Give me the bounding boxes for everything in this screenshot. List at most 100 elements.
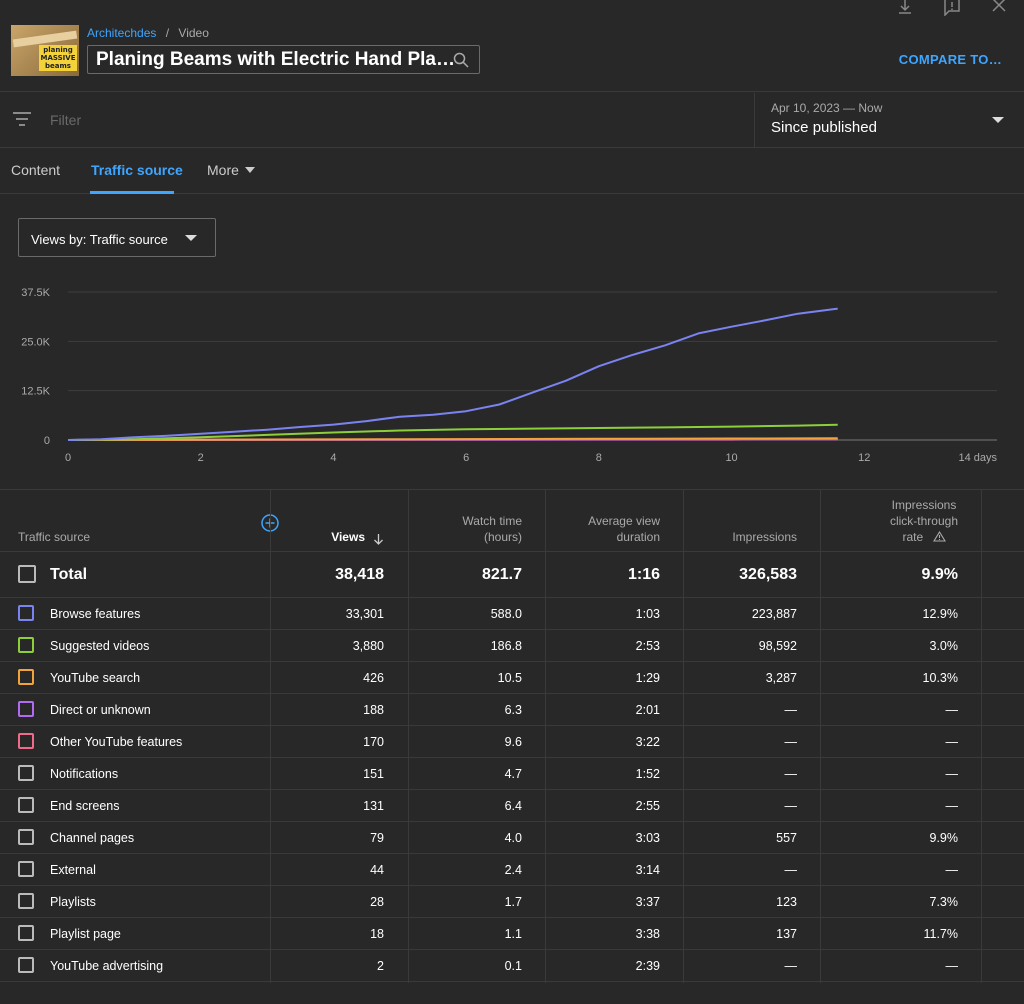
row-impressions: 3,287 bbox=[765, 670, 797, 685]
row-checkbox[interactable] bbox=[18, 669, 34, 685]
row-views: 28 bbox=[370, 894, 384, 909]
row-watch-time: 10.5 bbox=[497, 670, 522, 685]
row-ctr: — bbox=[945, 862, 959, 877]
x-tick-label: 14 days bbox=[958, 452, 997, 464]
series-line-suggested-videos bbox=[67, 423, 838, 441]
row-views: 3,880 bbox=[352, 638, 384, 653]
row-checkbox[interactable] bbox=[18, 765, 34, 781]
header-ctr-label: Impressions click-through rate bbox=[889, 498, 958, 544]
row-views: 79 bbox=[370, 830, 384, 845]
row-checkbox[interactable] bbox=[18, 637, 34, 653]
row-impressions: 223,887 bbox=[751, 606, 797, 621]
series-line-browse-features bbox=[67, 307, 838, 441]
views-by-dropdown[interactable]: Views by: Traffic source bbox=[18, 218, 216, 257]
chevron-down-icon bbox=[185, 235, 197, 241]
header-views-label: Views bbox=[331, 530, 365, 544]
table-header: Traffic source Views Watch time (hours) A… bbox=[0, 490, 1024, 552]
row-avg-view-duration: 3:37 bbox=[635, 894, 660, 909]
column-divider bbox=[820, 490, 821, 983]
row-avg-view-duration: 1:52 bbox=[635, 766, 660, 781]
row-traffic-source: Playlist page bbox=[50, 926, 121, 941]
header-watch-time[interactable]: Watch time (hours) bbox=[420, 490, 522, 552]
header-traffic-source-label: Traffic source bbox=[18, 530, 91, 544]
close-icon[interactable] bbox=[990, 0, 1008, 16]
tab-traffic-source[interactable]: Traffic source bbox=[91, 162, 183, 178]
table-row: Direct or unknown 188 6.3 2:01 — — bbox=[0, 694, 1024, 726]
video-thumbnail[interactable]: planing MASSIVE beams bbox=[11, 25, 79, 76]
filter-icon[interactable] bbox=[12, 111, 32, 127]
header-views[interactable]: Views bbox=[300, 490, 384, 552]
row-avg-view-duration: 2:01 bbox=[635, 702, 660, 717]
download-icon[interactable] bbox=[896, 0, 914, 16]
video-picker[interactable]: Planing Beams with Electric Hand Pla… bbox=[87, 45, 480, 74]
row-checkbox[interactable] bbox=[18, 861, 34, 877]
row-checkbox[interactable] bbox=[18, 733, 34, 749]
header-avd-label: Average view duration bbox=[588, 514, 660, 544]
row-checkbox[interactable] bbox=[18, 605, 34, 621]
table-row: Playlist page 18 1.1 3:38 137 11.7% bbox=[0, 918, 1024, 950]
table-row: End screens 131 6.4 2:55 — — bbox=[0, 790, 1024, 822]
row-traffic-source: Playlists bbox=[50, 894, 96, 909]
row-watch-time: 2.4 bbox=[504, 862, 522, 877]
row-impressions: — bbox=[784, 798, 798, 813]
row-checkbox[interactable] bbox=[18, 829, 34, 845]
total-views: 38,418 bbox=[335, 565, 384, 583]
row-watch-time: 186.8 bbox=[490, 638, 522, 653]
row-checkbox[interactable] bbox=[18, 797, 34, 813]
row-impressions: — bbox=[784, 862, 798, 877]
breadcrumb-separator: / bbox=[165, 26, 170, 40]
row-traffic-source: Direct or unknown bbox=[50, 702, 151, 717]
row-impressions: — bbox=[784, 702, 798, 717]
row-ctr: 9.9% bbox=[929, 830, 959, 845]
y-tick-label: 37.5K bbox=[21, 287, 50, 299]
x-tick-label: 2 bbox=[198, 452, 204, 464]
total-impressions: 326,583 bbox=[739, 565, 797, 583]
date-range-picker[interactable]: Apr 10, 2023 — Now Since published bbox=[754, 93, 1024, 148]
total-label: Total bbox=[50, 565, 88, 583]
thumbnail-label: planing MASSIVE beams bbox=[39, 45, 77, 71]
breadcrumb-channel[interactable]: Architechdes bbox=[87, 26, 157, 40]
row-checkbox[interactable] bbox=[18, 893, 34, 909]
tab-content[interactable]: Content bbox=[11, 162, 61, 178]
y-tick-label: 12.5K bbox=[21, 386, 50, 398]
row-watch-time: 1.1 bbox=[504, 926, 522, 941]
chevron-down-icon bbox=[244, 167, 255, 173]
row-views: 44 bbox=[370, 862, 384, 877]
header-watch-time-label: Watch time (hours) bbox=[462, 514, 522, 544]
row-views: 426 bbox=[363, 670, 384, 685]
row-traffic-source: End screens bbox=[50, 798, 120, 813]
row-impressions: 137 bbox=[776, 926, 797, 941]
date-range-period: Since published bbox=[771, 119, 877, 136]
header-avg-view-duration[interactable]: Average view duration bbox=[556, 490, 660, 552]
header-ctr[interactable]: Impressions click-through rate bbox=[840, 490, 958, 552]
filter-input[interactable]: Filter bbox=[50, 112, 82, 128]
x-tick-label: 4 bbox=[330, 452, 336, 464]
warning-icon[interactable] bbox=[932, 530, 946, 542]
x-tick-label: 8 bbox=[596, 452, 602, 464]
row-watch-time: 588.0 bbox=[490, 606, 522, 621]
series-line-youtube-search bbox=[67, 437, 838, 441]
row-ctr: 10.3% bbox=[922, 670, 958, 685]
search-icon[interactable] bbox=[453, 52, 469, 68]
x-tick-label: 6 bbox=[463, 452, 469, 464]
compare-to-button[interactable]: COMPARE TO… bbox=[898, 52, 1002, 67]
row-checkbox[interactable] bbox=[18, 925, 34, 941]
row-ctr: 11.7% bbox=[923, 926, 958, 941]
row-views: 33,301 bbox=[345, 606, 384, 621]
table-row-total: Total 38,418 821.7 1:16 326,583 9.9% bbox=[0, 552, 1024, 598]
row-watch-time: 9.6 bbox=[504, 734, 522, 749]
feedback-icon[interactable] bbox=[943, 0, 961, 16]
column-divider bbox=[270, 490, 271, 983]
row-checkbox[interactable] bbox=[18, 957, 34, 973]
header-impressions[interactable]: Impressions bbox=[700, 490, 797, 552]
chevron-down-icon bbox=[992, 117, 1004, 123]
tab-more[interactable]: More bbox=[207, 162, 255, 178]
row-checkbox[interactable] bbox=[18, 701, 34, 717]
total-checkbox[interactable] bbox=[18, 565, 36, 583]
row-ctr: — bbox=[945, 798, 959, 813]
active-tab-indicator bbox=[90, 191, 174, 194]
table-row: External 44 2.4 3:14 — — bbox=[0, 854, 1024, 886]
row-views: 170 bbox=[363, 734, 384, 749]
table-row: Browse features 33,301 588.0 1:03 223,887 12.… bbox=[0, 598, 1024, 630]
total-ctr: 9.9% bbox=[921, 565, 958, 583]
